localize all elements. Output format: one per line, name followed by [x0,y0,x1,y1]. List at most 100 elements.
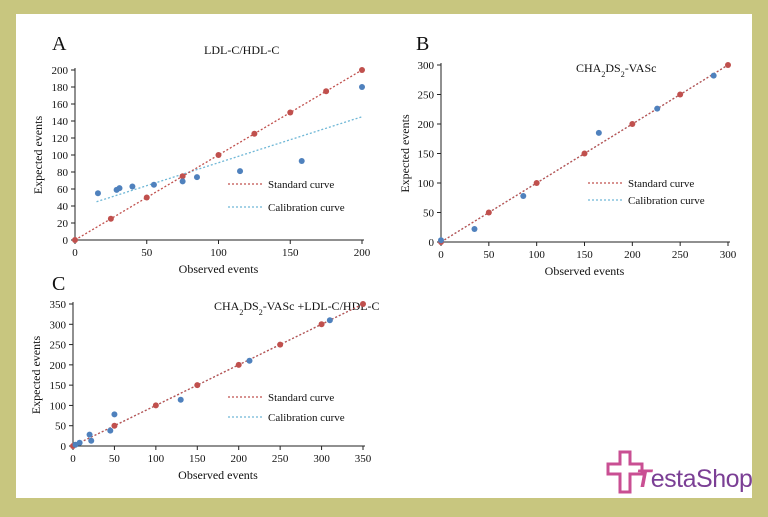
y-tick-label: 100 [418,178,435,190]
x-tick-label: 250 [272,453,289,465]
legend-label-standard: Standard curve [268,179,334,191]
standard-curve-line [74,69,363,241]
standard-point [143,194,150,201]
x-tick-label: 0 [70,453,76,465]
y-axis-label: Expected events [398,114,412,193]
x-tick-label: 50 [141,247,153,259]
standard-point [72,237,78,243]
standard-point [215,152,222,158]
x-tick-label: 300 [720,249,737,261]
x-tick-label: 350 [355,453,372,465]
panel-letter: A [52,33,67,55]
calibration-point [94,190,101,197]
x-tick-label: 150 [189,453,206,465]
x-tick-label: 200 [624,249,641,261]
x-tick-label: 250 [672,249,689,261]
standard-point [629,121,636,127]
calibration-point [359,84,365,90]
y-tick-label: 140 [52,116,69,128]
y-tick-label: 80 [57,167,69,179]
standard-point [194,382,201,389]
standard-point [359,67,365,73]
calibration-point [111,411,118,418]
legend-label-calibration: Calibration curve [628,195,705,207]
y-tick-label: 150 [418,149,435,161]
y-tick-label: 100 [50,400,67,412]
panel-letter: B [416,33,429,55]
brand-logo: TestaShop [606,448,754,498]
x-tick-label: 50 [483,249,495,261]
y-tick-label: 50 [55,421,67,433]
standard-point [251,130,258,137]
x-tick-label: 100 [528,249,545,261]
y-tick-label: 40 [57,201,69,213]
standard-point [360,301,366,307]
x-axis-label: Observed events [545,264,625,278]
y-tick-label: 0 [63,235,69,247]
y-tick-label: 60 [57,184,69,196]
y-tick-label: 0 [429,237,435,249]
calibration-point [177,396,184,403]
y-tick-label: 250 [50,340,67,352]
x-axis-label: Observed events [179,262,259,276]
y-tick-label: 350 [50,299,67,311]
y-axis-label: Expected events [29,336,43,415]
y-tick-label: 20 [57,218,69,230]
standard-point [107,215,114,222]
legend-label-standard: Standard curve [628,178,694,190]
chart-title: CHA2DS2-VASc [576,61,656,79]
standard-point [485,209,492,216]
x-tick-label: 150 [576,249,593,261]
y-tick-label: 150 [50,380,67,392]
standard-point [533,180,540,186]
calibration-point [107,427,114,434]
standard-point [581,150,588,157]
standard-point [677,91,684,98]
standard-point [152,402,159,409]
y-axis-label: Expected events [31,116,45,195]
calibration-point [710,72,717,79]
standard-point [277,341,284,348]
y-tick-label: 0 [61,441,67,453]
y-tick-label: 200 [52,65,69,77]
standard-curve-line [72,303,364,447]
x-tick-label: 0 [72,247,78,259]
chart-b: B CHA2DS2-VASc 0 50 100 150 200 250 300 0 50 100 150… [398,33,737,278]
standard-point [235,361,242,368]
x-axis-label: Observed events [178,468,258,482]
x-tick-label: 100 [148,453,165,465]
legend-label-standard: Standard curve [268,392,334,404]
x-tick-label: 150 [282,247,299,259]
calibration-point [76,439,83,446]
calibration-point [150,181,157,188]
calibration-point [595,129,602,136]
x-tick-label: 200 [230,453,247,465]
figure-panel: A LDL-C/HDL-C 0 50 100 150 200 0 20 40 60 80 100 120 1… [16,14,752,498]
legend-label-calibration: Calibration curve [268,202,345,214]
y-tick-label: 250 [418,90,435,102]
chart-a: A LDL-C/HDL-C 0 50 100 150 200 0 20 40 60 80 100 120 1… [31,33,371,276]
calibration-point [86,431,93,438]
brand-cross-icon [606,450,644,494]
standard-point [323,88,330,95]
calibration-point [246,357,253,364]
y-tick-label: 160 [52,99,69,111]
calibration-point [520,192,527,199]
standard-point [287,109,294,116]
calibration-point [193,174,200,181]
x-tick-label: 50 [109,453,121,465]
calibration-point [116,185,123,192]
y-tick-label: 300 [418,60,435,72]
y-tick-label: 100 [52,150,69,162]
calibration-point [237,168,244,175]
standard-point [725,62,731,68]
y-tick-label: 180 [52,82,69,94]
calibration-point [654,105,661,112]
brand-wordmark: TestaShop [636,465,753,493]
y-tick-label: 200 [50,360,67,372]
x-tick-label: 0 [438,249,444,261]
x-tick-label: 200 [354,247,371,259]
figure-svg: A LDL-C/HDL-C 0 50 100 150 200 0 20 40 60 80 100 120 1… [29,33,737,482]
calibration-point [471,226,478,233]
